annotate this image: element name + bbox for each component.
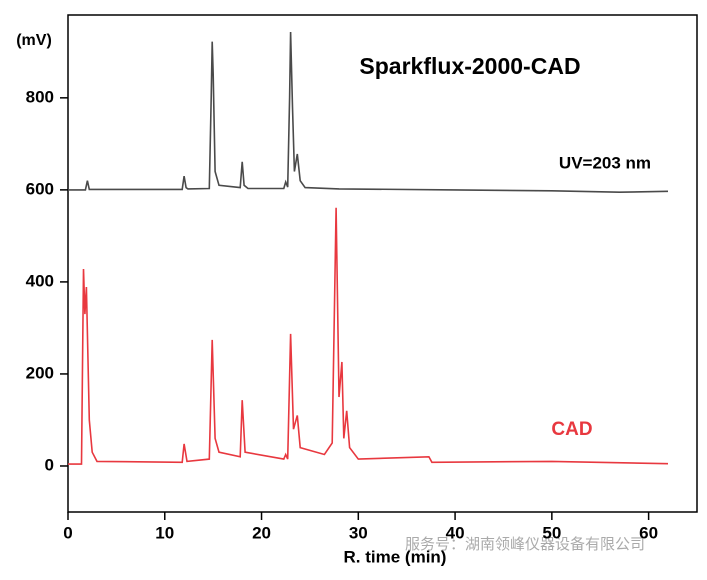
chart-title: Sparkflux-2000-CAD <box>359 53 580 79</box>
plot-frame <box>67 14 698 513</box>
line-series <box>68 31 669 194</box>
y-tick-label: 800 <box>26 87 54 106</box>
watermark: 服务号：湖南领峰仪器设备有限公司 <box>405 536 645 553</box>
x-tick-label: 60 <box>639 523 658 542</box>
y-tick-label: 200 <box>26 363 54 382</box>
x-tick-label: 0 <box>63 523 72 542</box>
series-label: CAD <box>551 419 592 440</box>
x-tick-label: 50 <box>542 523 561 542</box>
x-tick-label: 40 <box>446 523 465 542</box>
y-tick-label: 400 <box>26 271 54 290</box>
y-tick-label: 0 <box>45 455 54 474</box>
x-tick-label: 30 <box>349 523 368 542</box>
x-tick-label: 20 <box>252 523 271 542</box>
x-tick-label: 10 <box>155 523 174 542</box>
x-axis-label: R. time (min) <box>344 547 447 566</box>
y-axis-label: (mV) <box>16 32 52 49</box>
line-series <box>68 207 669 465</box>
series-label: UV=203 nm <box>559 153 651 172</box>
y-tick-label: 600 <box>26 179 54 198</box>
